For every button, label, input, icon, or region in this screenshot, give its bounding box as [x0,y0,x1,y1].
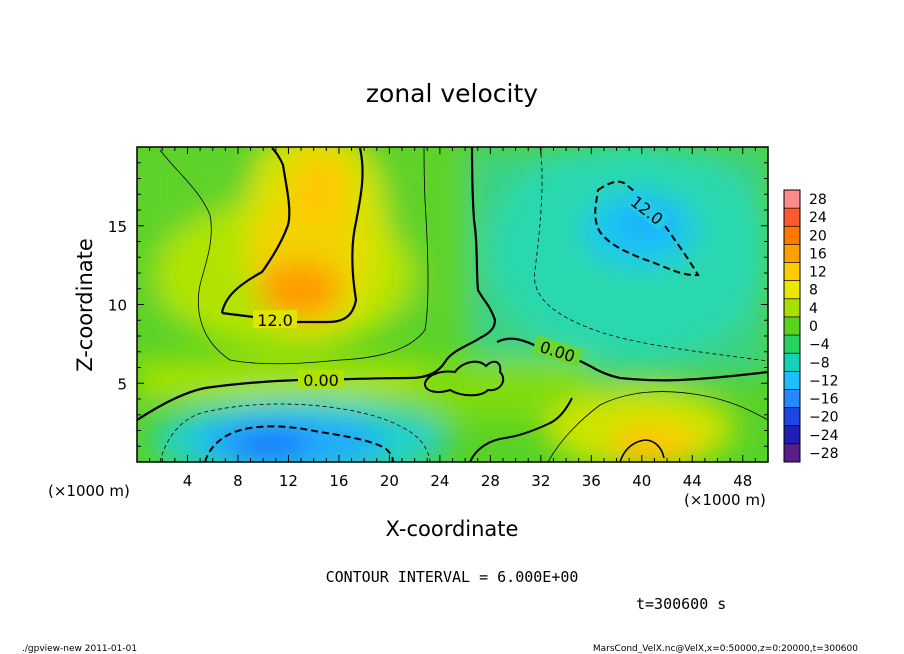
colorbar-label: −24 [809,428,839,444]
colorbar-cell [784,407,800,426]
colorbar-cell [784,190,800,209]
colorbar-cell [784,371,800,390]
colorbar-label: 8 [809,283,818,299]
x-axis-label: X-coordinate [386,517,519,541]
colorbar-label: 12 [809,265,827,281]
colorbar-cell [784,226,800,245]
chart-title: zonal velocity [366,79,538,108]
contour-label-12-left: 12.0 [257,311,293,330]
contour-label-0-left: 0.00 [303,371,339,390]
x-tick-label: 16 [329,472,348,490]
y-tick-label: 15 [108,218,127,236]
contour-zero-blob [424,360,505,397]
contour-neg12-right [594,180,700,277]
x-tick-label: 24 [430,472,449,490]
colorbar-cell [784,353,800,372]
colorbar-frame [783,189,801,463]
colorbar-cell [784,280,800,299]
colorbar-cell [784,389,800,408]
colorbar-cell [784,244,800,263]
x-tick-label: 28 [481,472,500,490]
x-tick-label: 36 [582,472,601,490]
footer-right: MarsCond_VelX.nc@VelX,x=0:50000,z=0:2000… [593,644,858,654]
contour-thin-6-right [547,391,768,462]
colorbar-label: −28 [809,446,839,462]
x-unit-label-right: (×1000 m) [684,491,766,509]
colorbar-label: 4 [809,301,818,317]
colorbar-label: 0 [809,319,818,335]
colorbar-cell [784,316,800,336]
colorbar-label: 24 [809,210,827,226]
footer-left: ./gpview-new 2011-01-01 [22,644,137,654]
contour-zero-lower [469,397,573,462]
colorbar-label: −16 [809,392,839,408]
y-axis-ticks: 5 10 15 [108,162,768,447]
colorbar-label: 28 [809,192,827,208]
colorbar-labels: 28 24 20 16 12 8 4 0 −4 −8 −12 −16 −20 −24 −28 [809,192,839,462]
y-axis-label: Z-coordinate [73,238,97,372]
x-tick-label: 32 [531,472,550,490]
x-tick-label: 44 [683,472,702,490]
x-axis-ticks: 4 8 12 16 20 24 28 32 36 40 44 48 [149,147,756,490]
plot-area: 12.0 0.00 0.00 12.0 4 8 12 16 20 24 28 32 36 40 44… [108,146,769,490]
colorbar-label: −8 [809,355,830,371]
shaded-field [137,147,768,462]
colorbar-cell [784,425,800,444]
colorbar-label: 20 [809,228,827,244]
colorbar-label: 16 [809,246,827,262]
contour-thin-warm-right [619,439,665,462]
x-tick-label: 20 [380,472,399,490]
contour-neg12-left [204,425,394,462]
colorbar-cell [784,208,800,227]
colorbar-cell [784,335,800,354]
y-tick-label: 5 [117,375,127,393]
colorbar-label: −20 [809,410,839,426]
colorbar-cell [784,443,800,462]
colorbar-cells [784,190,800,462]
colorbar-label: −4 [809,337,830,353]
x-unit-label-left: (×1000 m) [48,482,130,500]
colorbar-cell [784,262,800,281]
time-text: t=300600 s [636,595,726,613]
contour-thin-6-left [159,147,429,365]
x-tick-label: 40 [632,472,651,490]
y-tick-label: 10 [108,297,127,315]
colorbar-cell [784,298,800,317]
x-tick-label: 12 [279,472,298,490]
contour-zero-left [137,147,497,421]
colorbar-label: −12 [809,373,839,389]
x-tick-label: 8 [233,472,243,490]
contour-lines [137,147,768,462]
contour-interval-text: CONTOUR INTERVAL = 6.000E+00 [326,568,579,586]
x-tick-label: 48 [733,472,752,490]
x-tick-label: 4 [183,472,193,490]
colorbar: 28 24 20 16 12 8 4 0 −4 −8 −12 −16 −20 −24 −28 [783,189,839,463]
